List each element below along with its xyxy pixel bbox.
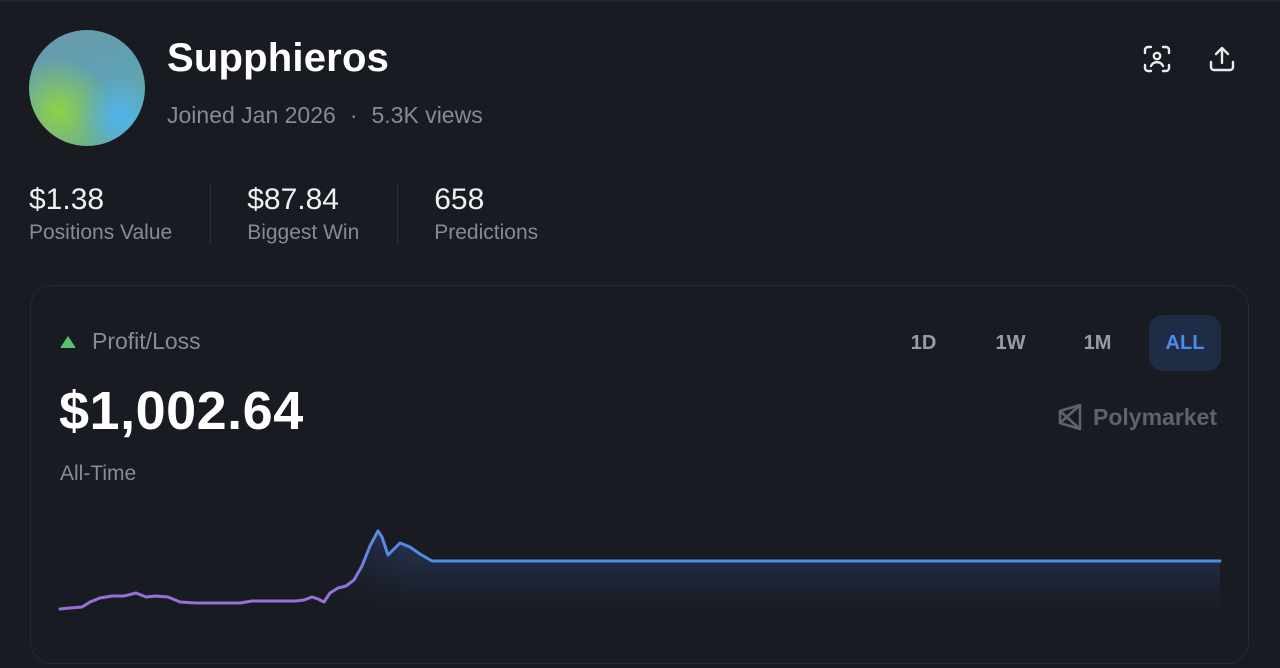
- trend-up-icon: [60, 335, 76, 348]
- profile-meta: Joined Jan 2026 · 5.3K views: [167, 102, 483, 129]
- tab-1d[interactable]: 1D: [910, 331, 937, 354]
- chart-line: [58, 529, 1222, 611]
- share-icon: [1209, 46, 1235, 72]
- pnl-value: $1,002.64: [59, 381, 304, 441]
- brand-name: Polymarket: [1093, 403, 1218, 430]
- stat-positions-value: $1.38 Positions Value: [29, 182, 212, 244]
- pnl-label-text: Profit/Loss: [92, 328, 201, 354]
- joined-date: Joined Jan 2026: [167, 102, 336, 128]
- stat-value: $1.38: [29, 183, 105, 216]
- stat-biggest-win: $87.84 Biggest Win: [247, 182, 399, 244]
- tab-1m[interactable]: 1M: [1083, 331, 1112, 354]
- view-count: 5.3K views: [371, 102, 483, 128]
- avatar: [29, 30, 145, 146]
- polymarket-logo-icon: [1058, 403, 1082, 431]
- face-scan-button[interactable]: [1138, 40, 1176, 78]
- polymarket-brand: Polymarket: [1057, 402, 1217, 432]
- stat-label: Predictions: [434, 221, 539, 244]
- stat-value: 658: [434, 183, 485, 216]
- share-button[interactable]: [1203, 40, 1241, 78]
- pnl-period: All-Time: [60, 462, 137, 485]
- pnl-label: Profit/Loss: [60, 328, 201, 355]
- stat-label: Positions Value: [29, 221, 173, 244]
- tab-all[interactable]: ALL: [1149, 315, 1221, 371]
- profile-name: Supphieros: [167, 36, 390, 80]
- stat-predictions: 658 Predictions: [434, 182, 576, 244]
- range-tabs: 1D 1W 1M ALL: [880, 315, 1221, 371]
- meta-separator: ·: [349, 102, 358, 128]
- face-scan-icon: [1143, 45, 1171, 73]
- chart-area-fill: [60, 531, 1220, 625]
- stat-label: Biggest Win: [247, 221, 360, 244]
- stat-value: $87.84: [247, 183, 339, 216]
- top-border: [0, 0, 1280, 2]
- stats-row: $1.38 Positions Value $87.84 Biggest Win…: [29, 182, 612, 244]
- tab-1w[interactable]: 1W: [995, 331, 1026, 354]
